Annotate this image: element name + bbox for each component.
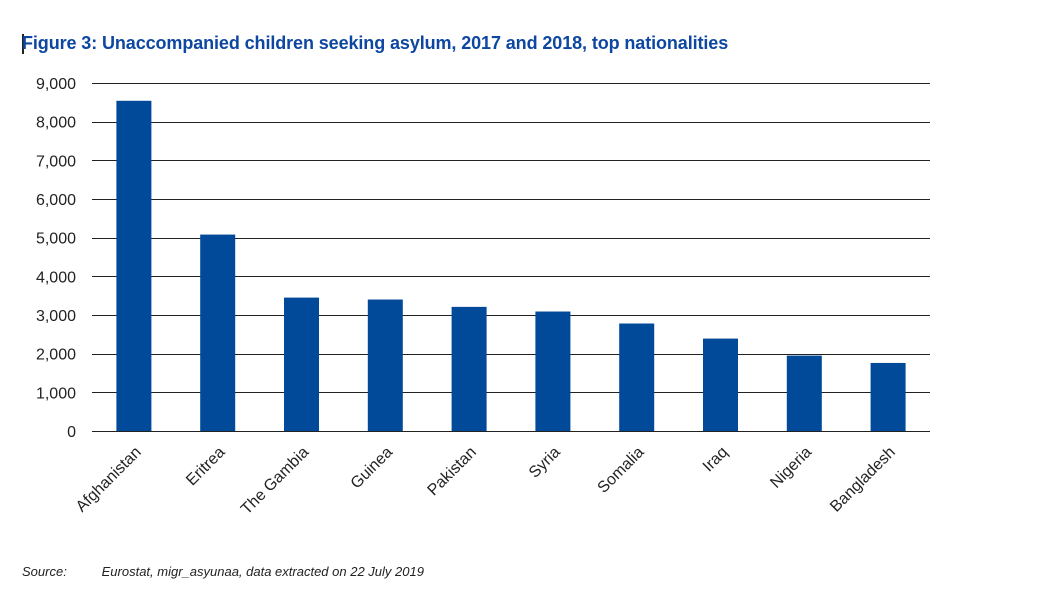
bar-pakistan — [451, 306, 487, 431]
bar-bangladesh — [870, 362, 906, 431]
bar-syria — [535, 311, 571, 431]
bar-afghanistan — [116, 100, 152, 431]
bar-iraq — [703, 338, 738, 431]
bar-chart: 0 1,000 2,000 3,000 4,000 5,000 6,000 7,000 8,00… — [36, 76, 930, 518]
title-marker — [22, 34, 24, 54]
y-tick-label: 9,000 — [36, 76, 76, 93]
x-tick-label: Bangladesh — [827, 444, 899, 516]
bar-the-gambia — [284, 297, 319, 431]
source-label: Source: — [22, 564, 67, 579]
y-tick-label: 0 — [67, 424, 76, 441]
y-axis-tick-labels: 0 1,000 2,000 3,000 4,000 5,000 6,000 7,000 8,00… — [36, 76, 76, 441]
x-tick-label: Iraq — [700, 444, 732, 476]
x-tick-label: Pakistan — [425, 444, 480, 499]
bar-guinea — [367, 299, 403, 431]
source-text: Eurostat, migr_asyunaa, data extracted o… — [101, 564, 424, 579]
x-tick-label: Guinea — [348, 444, 397, 493]
bar-nigeria — [786, 355, 822, 431]
y-tick-label: 4,000 — [36, 269, 76, 286]
y-tick-label: 2,000 — [36, 347, 76, 364]
x-tick-label: Syria — [526, 444, 564, 482]
y-tick-label: 1,000 — [36, 385, 76, 402]
y-tick-label: 3,000 — [36, 308, 76, 325]
x-tick-label: The Gambia — [238, 444, 312, 518]
x-tick-label: Somalia — [595, 444, 648, 497]
bar-eritrea — [200, 234, 236, 431]
y-tick-label: 7,000 — [36, 153, 76, 170]
y-tick-label: 5,000 — [36, 231, 76, 248]
x-tick-label: Afghanistan — [73, 444, 145, 516]
bar-somalia — [619, 323, 655, 431]
y-tick-label: 8,000 — [36, 115, 76, 132]
y-tick-label: 6,000 — [36, 192, 76, 209]
figure-title: Figure 3: Unaccompanied children seeking… — [22, 33, 729, 53]
x-tick-label: Eritrea — [183, 444, 228, 489]
bars — [116, 100, 906, 431]
x-axis-tick-labels: Afghanistan Eritrea The Gambia Guinea Pakist… — [73, 444, 899, 518]
source-note: Source: Eurostat, migr_asyunaa, data ext… — [22, 564, 424, 579]
x-tick-label: Nigeria — [767, 444, 815, 492]
